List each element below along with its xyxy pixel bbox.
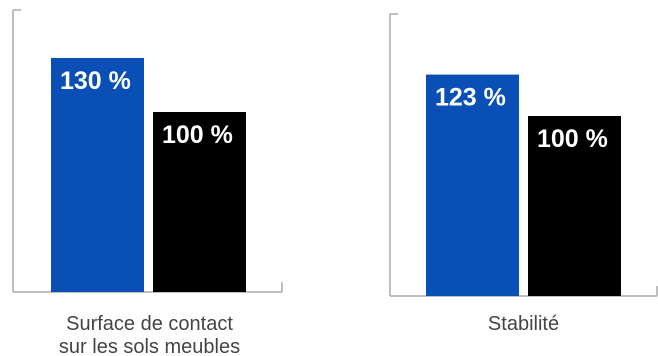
bar-black	[528, 116, 621, 296]
bar-blue	[51, 58, 144, 292]
bar-value-label: 130 %	[60, 67, 131, 95]
chart-panel-stability: 123 % 100 % Stabilité	[389, 13, 658, 335]
category-label: Stabilité	[488, 313, 559, 335]
bar-black	[153, 112, 246, 292]
bar-blue	[426, 74, 519, 296]
bar-value-label: 100 %	[162, 121, 233, 149]
category-label: sur les sols meubles	[59, 336, 240, 356]
bar-value-label: 100 %	[537, 125, 608, 153]
bar-value-label: 123 %	[435, 84, 506, 112]
category-label: Surface de contact	[66, 313, 233, 335]
